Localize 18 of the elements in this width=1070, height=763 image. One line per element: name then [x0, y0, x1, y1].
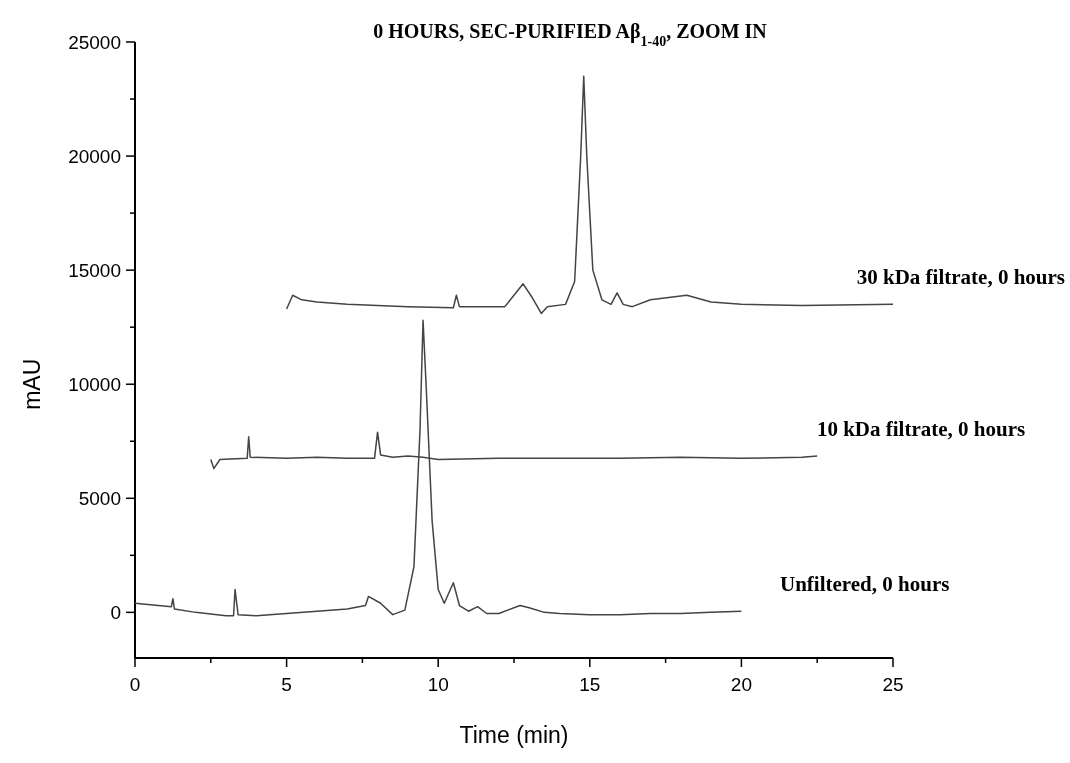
x-tick-label: 10 — [427, 674, 449, 695]
y-tick-label: 25000 — [68, 32, 121, 53]
x-tick-label: 5 — [281, 674, 292, 695]
series-label: Unfiltered, 0 hours — [780, 572, 950, 597]
y-tick-label: 0 — [110, 602, 121, 624]
y-axis-title: mAU — [19, 358, 45, 410]
y-tick-label: 20000 — [68, 146, 121, 168]
y-tick-label: 15000 — [68, 260, 121, 282]
y-tick-label: 10000 — [68, 374, 121, 396]
series-label: 30 kDa filtrate, 0 hours — [856, 265, 1065, 290]
y-tick-label: 5000 — [78, 488, 121, 510]
x-tick-label: 15 — [579, 674, 601, 695]
series-label: 10 kDa filtrate, 0 hours — [816, 417, 1026, 442]
x-tick-label: 20 — [730, 674, 752, 695]
x-axis-title: Time (min) — [459, 722, 569, 748]
chart-title: 0 HOURS, SEC-PURIFIED Aβ$_{1-40}$, ZOOM IN — [373, 20, 768, 49]
x-tick-label: 25 — [882, 674, 904, 695]
x-tick-label: 0 — [129, 674, 141, 695]
